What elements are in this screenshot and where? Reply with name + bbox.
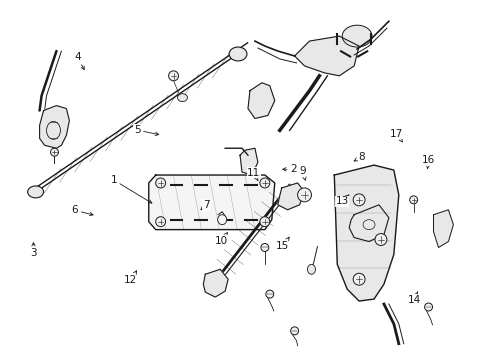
Circle shape — [353, 273, 365, 285]
Polygon shape — [434, 210, 453, 247]
Text: 5: 5 — [134, 125, 159, 135]
Text: 2: 2 — [283, 164, 297, 174]
Text: 15: 15 — [276, 237, 290, 251]
Text: 3: 3 — [30, 243, 37, 258]
Text: 11: 11 — [247, 168, 260, 181]
Polygon shape — [334, 165, 399, 301]
Text: 12: 12 — [124, 271, 137, 285]
Circle shape — [261, 243, 269, 251]
Ellipse shape — [177, 94, 188, 102]
Polygon shape — [278, 183, 305, 210]
Ellipse shape — [342, 25, 372, 47]
Text: 7: 7 — [201, 200, 209, 210]
Text: 16: 16 — [422, 156, 436, 169]
Polygon shape — [349, 205, 389, 242]
Circle shape — [410, 196, 417, 204]
Text: 13: 13 — [336, 195, 349, 206]
Ellipse shape — [28, 186, 44, 198]
Text: 1: 1 — [110, 175, 152, 203]
Polygon shape — [203, 269, 228, 297]
Text: 17: 17 — [390, 129, 403, 142]
Ellipse shape — [308, 264, 316, 274]
Circle shape — [425, 303, 433, 311]
Polygon shape — [149, 175, 275, 230]
Polygon shape — [40, 105, 70, 148]
Text: 10: 10 — [215, 233, 228, 246]
Text: 4: 4 — [74, 52, 84, 69]
Text: 6: 6 — [72, 205, 93, 216]
Text: 14: 14 — [408, 292, 421, 305]
Circle shape — [297, 188, 312, 202]
Ellipse shape — [229, 47, 247, 61]
Polygon shape — [248, 83, 275, 118]
Circle shape — [50, 148, 58, 156]
Circle shape — [291, 327, 298, 335]
Circle shape — [266, 290, 274, 298]
Polygon shape — [240, 148, 258, 175]
Circle shape — [260, 217, 270, 227]
Ellipse shape — [218, 215, 227, 225]
Circle shape — [260, 178, 270, 188]
Polygon shape — [294, 36, 359, 76]
Circle shape — [169, 71, 178, 81]
Circle shape — [156, 178, 166, 188]
Circle shape — [375, 234, 387, 246]
Circle shape — [156, 217, 166, 227]
Text: 9: 9 — [299, 166, 306, 180]
Circle shape — [353, 194, 365, 206]
Text: 8: 8 — [354, 152, 365, 162]
